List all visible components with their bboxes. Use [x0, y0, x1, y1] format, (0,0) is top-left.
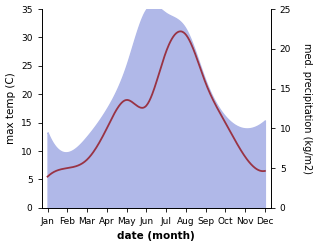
Y-axis label: med. precipitation (kg/m2): med. precipitation (kg/m2) [302, 43, 313, 174]
X-axis label: date (month): date (month) [117, 231, 195, 242]
Y-axis label: max temp (C): max temp (C) [5, 73, 16, 144]
